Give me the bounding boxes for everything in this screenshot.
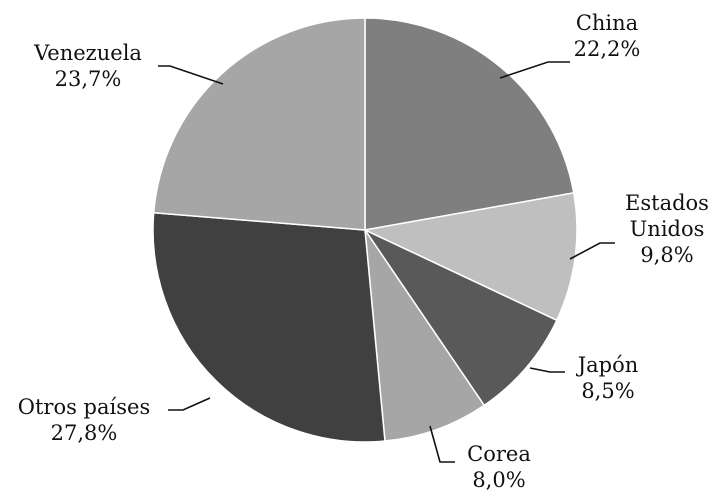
data-label-line: Japón: [576, 353, 639, 377]
data-label-estados-unidos: Estados Unidos 9,8%: [625, 191, 709, 267]
pie-slices: [152, 17, 578, 443]
data-label-line: Corea: [467, 442, 531, 466]
data-label-line: 27,8%: [51, 421, 118, 445]
pie-slice-japon: [362, 228, 558, 407]
leader-line-corea: [429, 425, 455, 463]
data-label-line: 9,8%: [640, 243, 693, 267]
data-label-line: 8,0%: [472, 468, 525, 492]
leader-lines: [158, 61, 615, 463]
data-label-line: Venezuela: [33, 41, 142, 65]
data-label-japon: Japón 8,5%: [576, 353, 639, 403]
pie-slice-venezuela: [152, 17, 366, 231]
pie-slice-otros-paises: [152, 211, 386, 443]
leader-line-estados-unidos: [569, 242, 615, 260]
data-label-line: 8,5%: [581, 379, 634, 403]
data-label-line: 23,7%: [55, 67, 122, 91]
pie-slice-estados-unidos: [362, 192, 578, 322]
pie-slice-corea: [364, 229, 486, 442]
data-label-venezuela: Venezuela 23,7%: [33, 41, 142, 91]
leader-line-china: [499, 61, 570, 79]
leader-line-venezuela: [158, 65, 224, 85]
data-label-otros-paises: Otros países 27,8%: [18, 395, 150, 445]
data-labels: China 22,2% Estados Unidos 9,8% Japón 8,5% Core…: [18, 11, 709, 492]
pie-slice-china: [364, 17, 575, 231]
data-label-corea: Corea 8,0%: [467, 442, 531, 492]
leader-line-japon: [529, 367, 565, 373]
data-label-line: 22,2%: [574, 37, 641, 61]
leader-line-otros-paises: [168, 397, 211, 411]
data-label-china: China 22,2%: [574, 11, 641, 61]
data-label-line: Estados: [625, 191, 709, 215]
data-label-line: Unidos: [630, 217, 705, 241]
data-label-line: China: [576, 11, 638, 35]
data-label-line: Otros países: [18, 395, 150, 419]
